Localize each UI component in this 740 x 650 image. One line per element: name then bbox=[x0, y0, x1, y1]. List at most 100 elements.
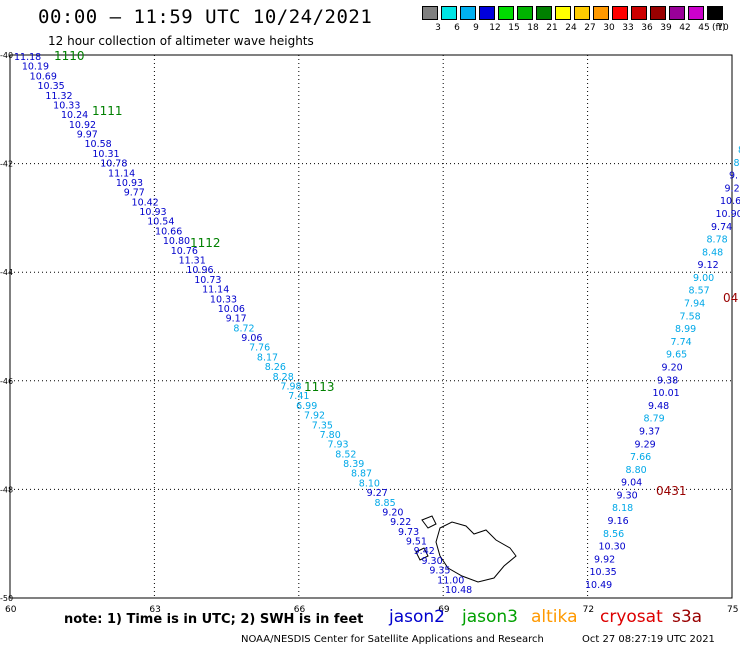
track-b-value: 10.01 bbox=[653, 388, 680, 399]
track-a-value: 9.35 bbox=[429, 566, 450, 577]
legend-swatch bbox=[631, 6, 647, 20]
y-tick-label: -50 bbox=[0, 594, 13, 603]
legend-label: 42 bbox=[679, 23, 691, 33]
footer-note: note: 1) Time is in UTC; 2) SWH is in fe… bbox=[64, 612, 364, 627]
track-a-value: 9.30 bbox=[421, 556, 442, 567]
track-b-value: 8.57 bbox=[689, 286, 710, 297]
track-b-value: 8.80 bbox=[626, 465, 647, 476]
track-a-value: 7.93 bbox=[327, 440, 348, 451]
track-b-value: 10.90 bbox=[716, 209, 740, 220]
track-a-value: 10.96 bbox=[186, 265, 213, 276]
track-a-value: 10.54 bbox=[147, 217, 174, 228]
legend-swatch bbox=[441, 6, 457, 20]
legend-label: 27 bbox=[584, 23, 596, 33]
track-a-value: 6.99 bbox=[296, 401, 317, 412]
track-a-value: 10.19 bbox=[22, 62, 49, 73]
island-outline bbox=[415, 547, 429, 561]
track-b-value: 9. bbox=[729, 171, 738, 182]
track-b-value: 9.74 bbox=[711, 222, 732, 233]
track-a-value: 9.42 bbox=[414, 546, 435, 557]
track-a-value: 10.69 bbox=[30, 71, 57, 82]
legend-unit: (ft) bbox=[712, 23, 726, 33]
track-a-value: 7.76 bbox=[249, 343, 270, 354]
track-b-value: 8.79 bbox=[644, 414, 665, 425]
credit-text: NOAA/NESDIS Center for Satellite Applica… bbox=[241, 634, 544, 645]
track-b-value: 9.16 bbox=[608, 516, 629, 527]
time-label: 1113 bbox=[304, 380, 335, 394]
legend-swatch bbox=[612, 6, 628, 20]
legend-swatch bbox=[707, 6, 723, 20]
track-a-value: 10.06 bbox=[218, 304, 245, 315]
track-b-value: 7.66 bbox=[630, 452, 651, 463]
track-a-value: 10.66 bbox=[155, 226, 182, 237]
satellite-name: cryosat bbox=[600, 607, 663, 627]
x-tick-label: 63 bbox=[149, 605, 160, 615]
track-b-value: 9.48 bbox=[648, 401, 669, 412]
track-a-value: 7.35 bbox=[312, 420, 333, 431]
track-a-value: 7.80 bbox=[320, 430, 341, 441]
track-b-value: 10.30 bbox=[599, 542, 626, 553]
track-a-value: 7.41 bbox=[288, 391, 309, 402]
legend-label: 24 bbox=[565, 23, 577, 33]
track-b-value: 9.12 bbox=[698, 260, 719, 271]
legend-swatch bbox=[574, 6, 590, 20]
legend-swatch bbox=[650, 6, 666, 20]
track-a-value: 10.48 bbox=[445, 585, 472, 596]
x-tick-label: 69 bbox=[438, 605, 450, 615]
track-a-value: 9.51 bbox=[406, 537, 427, 548]
track-b-value: 10.49 bbox=[585, 580, 612, 591]
track-a-value: 9.06 bbox=[241, 333, 262, 344]
page-title: 00:00 – 11:59 UTC 10/24/2021 bbox=[38, 6, 373, 28]
satellite-name: s3a bbox=[672, 607, 703, 627]
legend-label: 6 bbox=[454, 23, 460, 33]
track-b-value: 9.37 bbox=[639, 426, 660, 437]
y-tick-label: -44 bbox=[0, 268, 13, 277]
legend-swatch bbox=[688, 6, 704, 20]
track-a-value: 8.52 bbox=[335, 449, 356, 460]
y-tick-label: -46 bbox=[0, 377, 13, 386]
track-a-value: 10.31 bbox=[92, 149, 119, 160]
x-tick-label: 60 bbox=[5, 605, 17, 615]
track-b-value: 9.92 bbox=[594, 554, 615, 565]
track-b-value: 9.2 bbox=[725, 183, 740, 194]
track-b-value: 9.20 bbox=[662, 363, 683, 374]
time-label: 04 bbox=[723, 291, 738, 305]
track-a-value: 8.87 bbox=[351, 469, 372, 480]
legend-swatch bbox=[479, 6, 495, 20]
legend-swatch bbox=[422, 6, 438, 20]
track-a-value: 10.92 bbox=[69, 120, 96, 131]
track-b-value: 7.94 bbox=[684, 299, 705, 310]
track-a-value: 11.18 bbox=[14, 52, 41, 63]
legend-swatch bbox=[536, 6, 552, 20]
satellite-name: jason3 bbox=[462, 607, 518, 627]
track-a-value: 10.35 bbox=[38, 81, 65, 92]
track-a-value: 9.27 bbox=[367, 488, 388, 499]
track-a-value: 10.76 bbox=[171, 246, 198, 257]
track-a-value: 10.93 bbox=[116, 178, 143, 189]
track-a-value: 7.98 bbox=[280, 381, 301, 392]
track-b-value: 7.74 bbox=[671, 337, 692, 348]
track-a-value: 10.33 bbox=[53, 100, 80, 111]
track-b-value: 9.29 bbox=[635, 439, 656, 450]
track-a-value: 11.00 bbox=[437, 575, 464, 586]
track-a-value: 10.73 bbox=[194, 275, 221, 286]
track-a-value: 8.85 bbox=[374, 498, 395, 509]
track-b-value: 8.48 bbox=[702, 247, 723, 258]
legend-swatch bbox=[517, 6, 533, 20]
island-outline bbox=[421, 515, 437, 529]
track-b-value: 8 bbox=[738, 145, 740, 156]
legend-label: 18 bbox=[527, 23, 539, 33]
track-a-value: 10.58 bbox=[85, 139, 112, 150]
track-a-value: 10.93 bbox=[139, 207, 166, 218]
track-a-value: 11.32 bbox=[45, 91, 72, 102]
y-tick-label: -42 bbox=[0, 160, 13, 169]
track-b-value: 8.18 bbox=[612, 503, 633, 514]
legend-swatch bbox=[593, 6, 609, 20]
legend-label: 30 bbox=[603, 23, 615, 33]
legend-swatch bbox=[669, 6, 685, 20]
legend-label: 33 bbox=[622, 23, 634, 33]
legend-swatch bbox=[555, 6, 571, 20]
y-tick-label: -48 bbox=[0, 485, 13, 494]
track-a-value: 9.73 bbox=[398, 527, 419, 538]
